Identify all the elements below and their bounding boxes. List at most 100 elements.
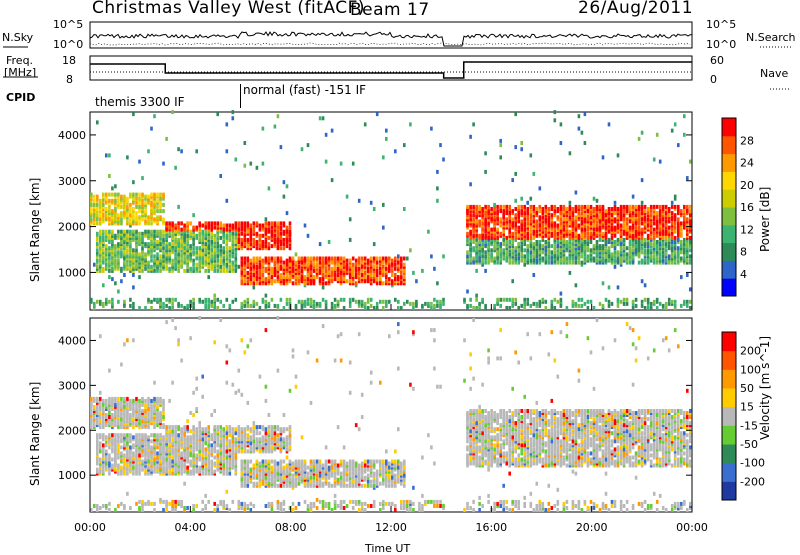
power-cell [650,248,653,252]
power-cell [162,250,165,254]
power-cell [150,259,153,263]
velocity-cell [99,458,102,462]
power-cell [159,269,162,273]
velocity-cell [150,445,153,449]
velocity-cell [99,506,102,510]
power-cell [337,267,340,271]
power-cell [262,269,265,273]
power-cell [277,230,280,234]
power-cell [286,211,289,215]
power-cell [677,238,680,242]
power-cell [530,213,533,217]
power-cell [117,230,120,234]
power-cell [656,306,659,310]
power-cell [493,304,496,308]
power-cell [683,133,686,137]
velocity-cell [213,462,216,466]
power-cell [192,298,195,302]
velocity-cell [99,405,102,409]
power-cell [662,254,665,258]
power-cell [367,306,370,310]
velocity-cell [189,435,192,439]
power-cell [201,252,204,256]
power-cell [222,240,225,244]
power-cell [180,149,183,153]
power-cell [626,217,629,221]
power-cell [689,259,692,263]
power-cell [219,244,222,248]
power-cell [144,209,147,213]
power-cell [508,205,511,209]
power-cell [132,180,135,184]
power-cell [578,114,581,118]
velocity-cell [99,441,102,445]
power-cell [232,232,235,236]
power-cell [168,298,171,302]
power-cell [517,257,520,261]
power-cell [358,300,361,304]
velocity-cell [177,460,180,464]
power-cell [394,149,397,153]
power-cell [186,221,189,225]
power-cell [502,205,505,209]
power-cell [105,298,108,302]
power-cell [644,283,647,287]
power-cell [219,248,222,252]
power-cell [222,267,225,271]
velocity-cell [180,472,183,476]
power-cell [247,298,250,302]
power-cell [192,246,195,250]
power-cell [427,302,430,306]
power-cell [415,279,418,283]
power-cell [132,248,135,252]
velocity-cell [141,433,144,437]
power-cell [382,281,385,285]
velocity-cell [165,508,168,512]
power-cell [566,240,569,244]
power-cell [274,125,277,129]
power-cell [162,230,165,234]
velocity-cell [195,504,198,508]
power-cell [277,265,280,269]
power-cell [280,298,283,302]
power-cell [469,205,472,209]
power-cell [632,211,635,215]
power-cell [623,213,626,217]
power-cell [132,207,135,211]
power-cell [614,259,617,263]
power-cell [635,213,638,217]
power-cell [331,306,334,310]
velocity-cell [138,464,141,468]
power-cell [156,193,159,197]
power-cell [183,269,186,273]
power-cell [111,199,114,203]
velocity-cell [132,472,135,476]
power-cell [539,215,542,219]
velocity-cell [126,403,129,407]
power-cell [189,252,192,256]
power-cell [508,252,511,256]
velocity-cell [126,449,129,453]
power-cell [183,257,186,261]
power-cell [111,302,114,306]
velocity-cell [204,447,207,451]
velocity-cell [105,456,108,460]
power-cell [593,207,596,211]
velocity-cell [168,443,171,447]
power-cell [472,246,475,250]
power-cell [623,302,626,306]
power-cell [247,263,250,267]
power-cell [123,273,126,277]
power-cell [505,298,508,302]
power-cell [647,217,650,221]
power-cell [162,193,165,197]
power-cell [502,238,505,242]
velocity-cell [150,411,153,415]
velocity-cell [120,401,123,405]
power-cell [265,277,268,281]
power-cell [235,298,238,302]
power-cell [674,213,677,217]
power-cell [517,234,520,238]
power-cell [186,240,189,244]
power-cell [229,238,232,242]
